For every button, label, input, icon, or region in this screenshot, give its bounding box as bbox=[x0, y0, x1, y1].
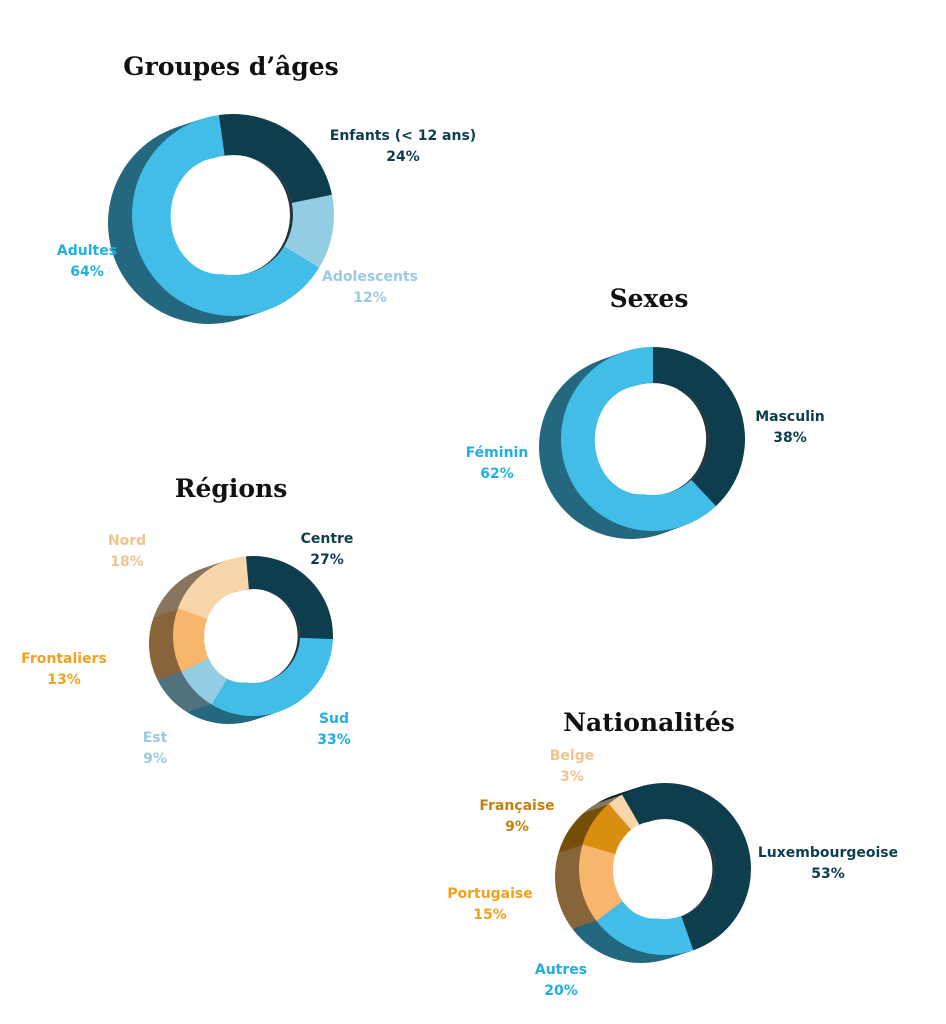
slice-luxembourgeoise bbox=[622, 783, 751, 951]
slice-autres bbox=[596, 899, 694, 955]
slice-value-label: 62% bbox=[480, 466, 514, 482]
sexes-title: Sexes bbox=[610, 284, 689, 313]
slice-label: Féminin bbox=[466, 445, 529, 461]
slice-enfants-12-ans bbox=[218, 113, 332, 203]
slice-label: Sud bbox=[319, 711, 349, 727]
age-groups-chart: Groupes d’âges Enfants (< 12 ans) 24% Adol… bbox=[57, 52, 476, 324]
slice-sud bbox=[211, 637, 333, 716]
slice-label: Belge bbox=[550, 748, 594, 764]
nationalites-hole-face bbox=[613, 821, 695, 919]
slice-value-label: 18% bbox=[110, 554, 144, 570]
slice-label: Masculin bbox=[755, 409, 825, 425]
slice-value-label: 9% bbox=[505, 819, 529, 835]
regions-title: Régions bbox=[175, 474, 288, 503]
slice-value-label: 12% bbox=[353, 290, 387, 306]
slice-label: Portugaise bbox=[447, 886, 533, 902]
slice-féminin bbox=[561, 347, 716, 532]
slice-label: Luxembourgeoise bbox=[758, 845, 898, 861]
nationalities-title: Nationalités bbox=[563, 708, 735, 737]
slice-value-label: 9% bbox=[143, 751, 167, 767]
sexes-hole-face bbox=[594, 385, 687, 495]
slice-frontaliers bbox=[173, 608, 211, 672]
regions-hole-face bbox=[204, 591, 282, 683]
slice-value-label: 24% bbox=[386, 149, 420, 165]
slice-value-label: 20% bbox=[544, 983, 578, 999]
slice-adultes bbox=[131, 114, 320, 316]
slice-value-label: 64% bbox=[70, 264, 104, 280]
slice-masculin bbox=[653, 347, 746, 507]
slice-adolescents bbox=[284, 194, 334, 268]
slice-label: Française bbox=[479, 798, 554, 814]
regions-chart: Régions Centre 27% Sud 33% Est 9% Frontaliers 1… bbox=[21, 474, 353, 767]
slice-value-label: 3% bbox=[560, 769, 584, 785]
ages-hole-face bbox=[170, 157, 269, 275]
slice-value-label: 15% bbox=[473, 907, 507, 923]
slice-belge bbox=[608, 794, 640, 832]
slice-française bbox=[582, 803, 633, 855]
slice-label: Adolescents bbox=[322, 269, 418, 285]
slice-value-label: 33% bbox=[317, 732, 351, 748]
age-groups-title: Groupes d’âges bbox=[123, 52, 338, 81]
slice-label: Frontaliers bbox=[21, 651, 107, 667]
slice-label: Nord bbox=[108, 533, 146, 549]
slice-value-label: 13% bbox=[47, 672, 81, 688]
slice-centre bbox=[246, 556, 333, 640]
slice-nord bbox=[177, 556, 249, 620]
slice-label: Autres bbox=[535, 962, 587, 978]
slice-label: Est bbox=[143, 730, 168, 746]
slice-label: Enfants (< 12 ans) bbox=[330, 128, 476, 144]
nationalities-chart: Nationalités Luxembourgeoise 53% Autres 20%… bbox=[447, 708, 898, 999]
slice-value-label: 27% bbox=[310, 552, 344, 568]
slice-value-label: 53% bbox=[811, 866, 845, 882]
slice-label: Adultes bbox=[57, 243, 117, 259]
slice-label: Centre bbox=[301, 531, 354, 547]
slice-value-label: 38% bbox=[773, 430, 807, 446]
sexes-chart: Sexes Masculin 38% Féminin 62% bbox=[466, 284, 825, 539]
